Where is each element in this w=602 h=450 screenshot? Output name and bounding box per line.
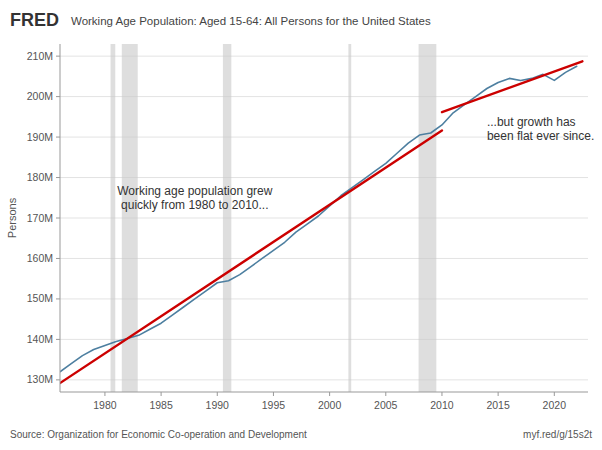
grid-line — [60, 177, 588, 178]
x-tick-label: 2010 — [430, 399, 454, 411]
data-line — [60, 66, 577, 372]
y-tick-label: 140M — [27, 333, 53, 345]
x-tick-label: 1980 — [93, 399, 117, 411]
x-tick-label: 2015 — [486, 399, 510, 411]
chart: FRED Working Age Population: Aged 15-64: … — [0, 0, 602, 450]
grid-line — [60, 379, 588, 380]
x-tick — [385, 392, 386, 396]
x-tick — [217, 392, 218, 396]
y-tick — [56, 298, 60, 299]
grid-line — [60, 258, 588, 259]
y-tick-label: 210M — [27, 50, 53, 62]
y-tick — [56, 137, 60, 138]
y-tick-label: 170M — [27, 212, 53, 224]
y-tick-label: 160M — [27, 252, 53, 264]
trend-line — [442, 61, 582, 112]
x-tick-label: 1995 — [262, 399, 286, 411]
grid-line — [60, 339, 588, 340]
recession-band — [348, 44, 351, 392]
x-tick-label: 2000 — [318, 399, 342, 411]
recession-band — [419, 44, 437, 392]
x-tick — [554, 392, 555, 396]
y-tick — [56, 218, 60, 219]
x-tick — [104, 392, 105, 396]
annotation: ...but growth hasbeen flat ever since. — [487, 115, 594, 143]
grid-line — [60, 56, 588, 57]
y-axis-label: Persons — [6, 197, 18, 238]
grid-line — [60, 218, 588, 219]
title: Working Age Population: Aged 15-64: All … — [71, 15, 431, 27]
y-tick — [56, 96, 60, 97]
plot-area — [60, 44, 582, 392]
source: Source: Organization for Economic Co-ope… — [10, 429, 307, 440]
x-tick — [161, 392, 162, 396]
y-tick — [56, 379, 60, 380]
x-tick — [273, 392, 274, 396]
y-tick-label: 150M — [27, 292, 53, 304]
recession-band — [111, 44, 116, 392]
y-tick-label: 130M — [27, 373, 53, 385]
y-tick — [56, 177, 60, 178]
y-tick-label: 190M — [27, 131, 53, 143]
annotation-line: quickly from 1980 to 2010... — [121, 198, 268, 212]
annotation-line: Working age population grew — [117, 184, 273, 198]
x-tick-label: 1985 — [149, 399, 173, 411]
y-tick-label: 180M — [27, 171, 53, 183]
x-tick-label: 2020 — [543, 399, 567, 411]
x-tick-label: 2005 — [374, 399, 398, 411]
x-tick — [329, 392, 330, 396]
header: FRED — [10, 10, 59, 30]
annotation: Working age population grewquickly from … — [117, 184, 273, 212]
y-tick — [56, 56, 60, 57]
url: myf.red/g/15s2t — [523, 429, 592, 440]
y-tick — [56, 258, 60, 259]
x-axis-line — [60, 392, 588, 393]
recession-band — [223, 44, 231, 392]
annotation-line: ...but growth has — [487, 115, 576, 129]
grid-line — [60, 298, 588, 299]
trend-line — [60, 130, 442, 383]
grid-line — [60, 96, 588, 97]
x-tick — [498, 392, 499, 396]
y-tick-label: 200M — [27, 90, 53, 102]
x-tick-label: 1990 — [206, 399, 230, 411]
annotation-line: been flat ever since. — [487, 129, 594, 143]
x-tick — [441, 392, 442, 396]
y-tick — [56, 339, 60, 340]
